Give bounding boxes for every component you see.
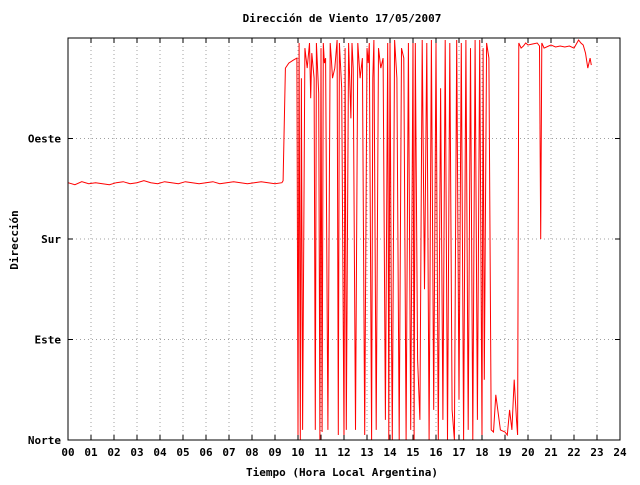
x-tick-label: 22 [567,446,580,459]
x-tick-label: 14 [383,446,397,459]
x-tick-label: 03 [130,446,143,459]
x-tick-label: 24 [613,446,627,459]
x-tick-label: 20 [521,446,534,459]
x-tick-label: 02 [107,446,120,459]
x-tick-label: 04 [153,446,167,459]
x-tick-label: 09 [268,446,281,459]
x-tick-label: 13 [360,446,373,459]
x-tick-label: 16 [429,446,443,459]
y-tick-label: Sur [41,233,61,246]
x-tick-label: 11 [314,446,328,459]
x-tick-label: 17 [452,446,465,459]
x-tick-label: 00 [61,446,74,459]
x-tick-label: 15 [406,446,419,459]
x-tick-label: 18 [475,446,488,459]
tick-labels: 00 01 02 03 04 05 06 07 08 09 10 11 12 13 14 15 16 17 18 19… [28,133,627,460]
x-tick-label: 19 [498,446,511,459]
x-tick-label: 05 [176,446,189,459]
plot-frame [67,37,621,441]
chart-title: Dirección de Viento 17/05/2007 [243,12,442,25]
y-tick-label: Este [35,334,62,347]
series-layer [67,39,592,441]
grid [68,38,620,440]
y-tick-label: Oeste [28,133,61,146]
x-tick-label: 21 [544,446,558,459]
y-tick-label: Norte [28,434,61,447]
x-tick-label: 10 [291,446,304,459]
x-axis-label: Tiempo (Hora Local Argentina) [246,466,438,479]
x-tick-label: 01 [84,446,98,459]
x-tick-label: 06 [199,446,213,459]
x-tick-label: 08 [245,446,258,459]
x-tick-label: 07 [222,446,235,459]
x-tick-label: 12 [337,446,350,459]
wind-direction-series-line [67,39,592,441]
x-tick-label: 23 [590,446,603,459]
y-axis-label: Dirección [8,210,21,270]
